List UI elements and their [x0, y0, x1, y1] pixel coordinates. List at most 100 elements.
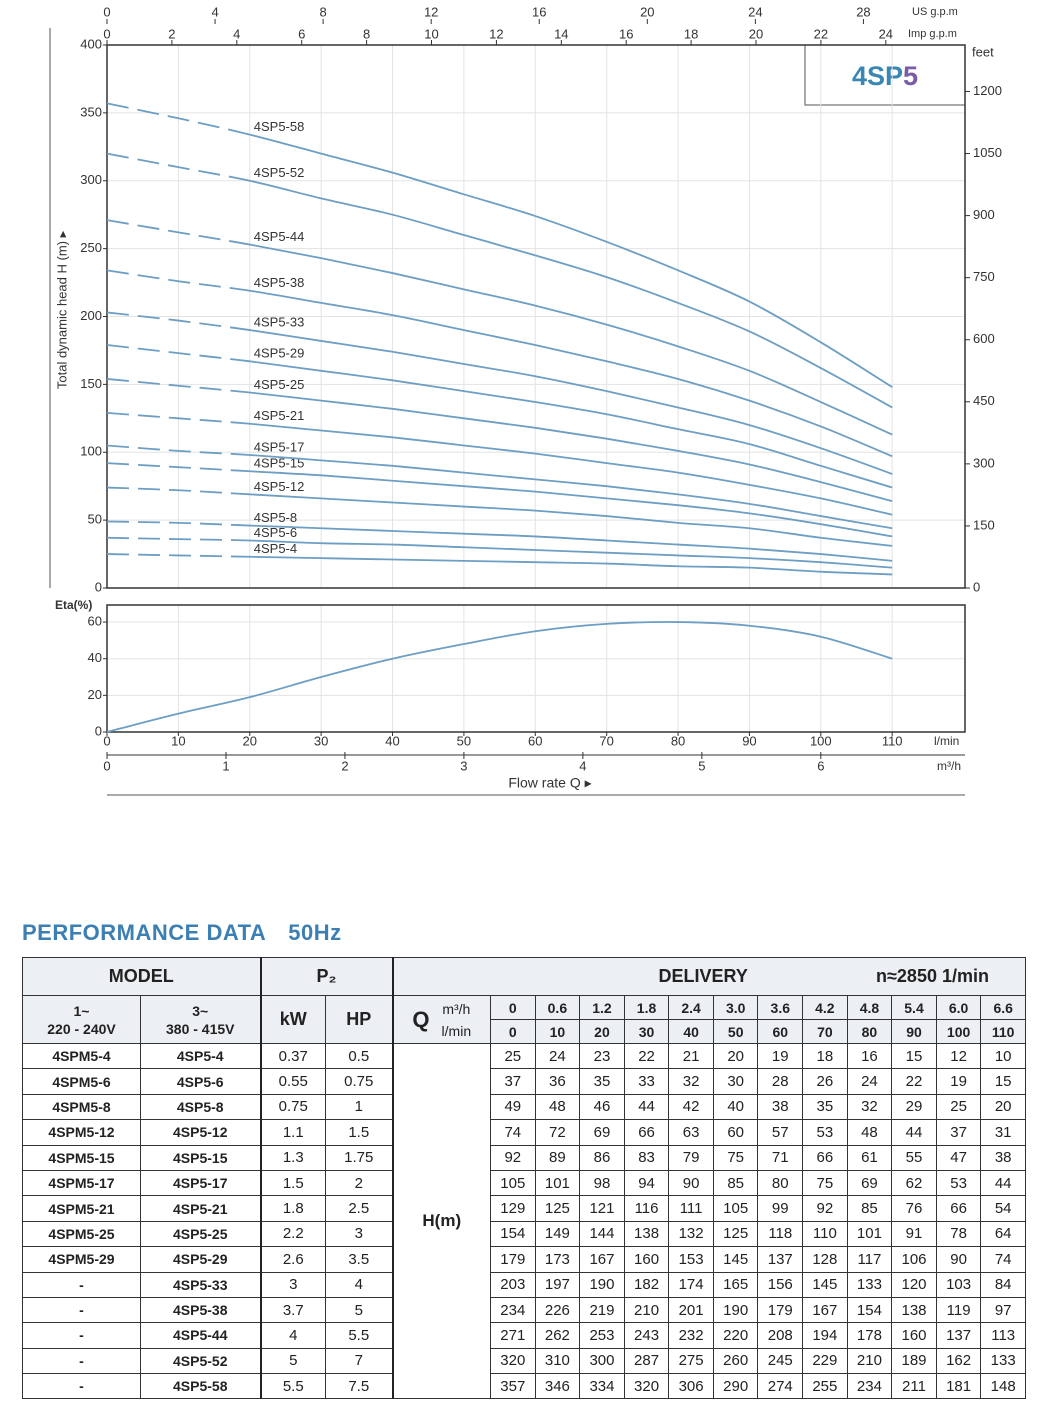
header-cell: 30 [623, 1019, 670, 1044]
top-tick-label: 28 [856, 4, 870, 19]
header-cell: 110 [980, 1019, 1026, 1044]
top-tick-label: 14 [554, 26, 568, 41]
curve [106, 311, 893, 475]
table-cell: 31 [980, 1119, 1026, 1146]
table-cell: 15 [980, 1068, 1026, 1095]
table-cell: 71 [757, 1144, 804, 1171]
table-cell: - [22, 1271, 141, 1298]
x2-tick-label: 6 [817, 758, 824, 773]
table-cell: 4SPM5-15 [22, 1144, 141, 1171]
table-cell: 4SPM5-25 [22, 1220, 141, 1248]
table-cell: 63 [668, 1119, 714, 1146]
table-cell: 62 [891, 1169, 937, 1197]
table-cell: 4SPM5-12 [22, 1119, 141, 1146]
curve [106, 219, 893, 436]
data-row: -4SP5-44 4 5.5 271 262 253 243 232 220 208 194 178 1… [22, 1322, 1026, 1349]
top-tick-label: 20 [749, 26, 763, 41]
badge-part: 5 [903, 61, 918, 91]
table-cell: 116 [623, 1195, 670, 1222]
table-cell: 138 [623, 1220, 670, 1248]
data-row: 4SPM5-6 4SP5-6 0.55 0.75 37 36 35 33 32 30 28 26 24 2… [22, 1068, 1026, 1095]
table-cell: 1.1 [260, 1119, 326, 1146]
table-cell: 7.5 [324, 1373, 394, 1400]
table-cell: 253 [579, 1322, 625, 1349]
table-cell: 156 [757, 1271, 804, 1298]
table-cell: 4SP5-38 [140, 1296, 262, 1324]
top-axis-unit: US g.p.m [912, 6, 958, 18]
table-cell: 48 [846, 1119, 893, 1146]
table-cell: 210 [623, 1296, 670, 1324]
curve-label: 4SP5-33 [254, 315, 305, 330]
table-cell: 220 [712, 1322, 759, 1349]
table-cell: 0.37 [260, 1042, 326, 1070]
curve-label: 4SP5-15 [254, 456, 305, 471]
table-cell: 173 [534, 1246, 581, 1273]
table-cell: 20 [980, 1093, 1026, 1121]
table-cell: 190 [579, 1271, 625, 1298]
curve [106, 411, 893, 516]
section-title: PERFORMANCE DATA 50Hz [22, 920, 342, 946]
header-row: 0 10 20 30 40 50 60 70 80 90 100 110 [23, 1019, 1026, 1044]
x-tick-label: 80 [671, 733, 685, 748]
y-tick-label: 40 [88, 650, 102, 665]
table-cell: 133 [846, 1271, 893, 1298]
table-cell: 19 [757, 1042, 804, 1070]
table-cell: 42 [668, 1093, 714, 1121]
y2-tick-label: 0 [973, 579, 980, 594]
table-cell: 137 [935, 1322, 982, 1349]
table-cell: 74 [980, 1246, 1026, 1273]
table-cell: 4SP5-21 [140, 1195, 262, 1222]
table-cell: 7 [324, 1347, 394, 1375]
table-cell: 32 [668, 1068, 714, 1095]
header-text: DELIVERY [658, 966, 748, 986]
data-row: -4SP5-52 5 7 320 310 300 287 275 260 245 229 210 189… [22, 1347, 1026, 1375]
table-cell: 0.5 [324, 1042, 394, 1070]
table-cell: 4SP5-4 [140, 1042, 262, 1070]
y-tick-label: 20 [88, 687, 102, 702]
table-cell: 28 [757, 1068, 804, 1095]
table-cell: 182 [623, 1271, 670, 1298]
table-cell: 154 [490, 1220, 536, 1248]
curve-label: 4SP5-6 [254, 525, 297, 540]
top-axis-unit: Imp g.p.m [908, 28, 957, 40]
x-tick-label: 60 [528, 733, 542, 748]
table-cell: 4SPM5-17 [22, 1169, 141, 1197]
table-cell: 320 [623, 1373, 670, 1400]
table-cell: 40 [712, 1093, 759, 1121]
header-cell: 4.2 [802, 995, 848, 1020]
table-cell: 255 [802, 1373, 848, 1400]
table-cell: 106 [891, 1246, 937, 1273]
table-cell: 90 [935, 1246, 982, 1273]
table-cell: 137 [757, 1246, 804, 1273]
header-cell: kW [260, 995, 326, 1044]
table-cell: 128 [802, 1246, 848, 1273]
table-cell: 174 [668, 1271, 714, 1298]
x-tick-label: 50 [457, 733, 471, 748]
y-tick-label: 60 [88, 613, 102, 628]
top-tick-label: 20 [640, 4, 654, 19]
y2-tick-label: 1050 [973, 145, 1002, 160]
table-cell: 2.2 [260, 1220, 326, 1248]
curve-label: 4SP5-8 [254, 510, 297, 525]
chart: Total dynamic head H (m) ▸ feet Eta(%) l… [49, 4, 1002, 796]
curve [106, 520, 893, 562]
curve-label: 4SP5-21 [254, 408, 305, 423]
y-tick-label: 100 [80, 444, 102, 459]
table-cell: 4SPM5-21 [22, 1195, 141, 1222]
header-group: DELIVERY n≈2850 1/min [394, 966, 1025, 987]
x-tick-label: 20 [243, 733, 257, 748]
table-cell: 2.6 [260, 1246, 326, 1273]
table-cell: 334 [579, 1373, 625, 1400]
header-row: MODEL P₂ DELIVERY n≈2850 1/min [22, 957, 1026, 996]
header-cell: 6.0 [935, 995, 982, 1020]
table-cell: 118 [757, 1220, 804, 1248]
table-cell: 4SP5-25 [140, 1220, 262, 1248]
table-cell: - [22, 1322, 141, 1349]
curve-label: 4SP5-29 [254, 346, 305, 361]
curve [106, 486, 893, 547]
table-cell: 178 [846, 1322, 893, 1349]
curve [106, 553, 893, 576]
curve-label: 4SP5-58 [254, 119, 305, 134]
x-tick-label: 40 [385, 733, 399, 748]
